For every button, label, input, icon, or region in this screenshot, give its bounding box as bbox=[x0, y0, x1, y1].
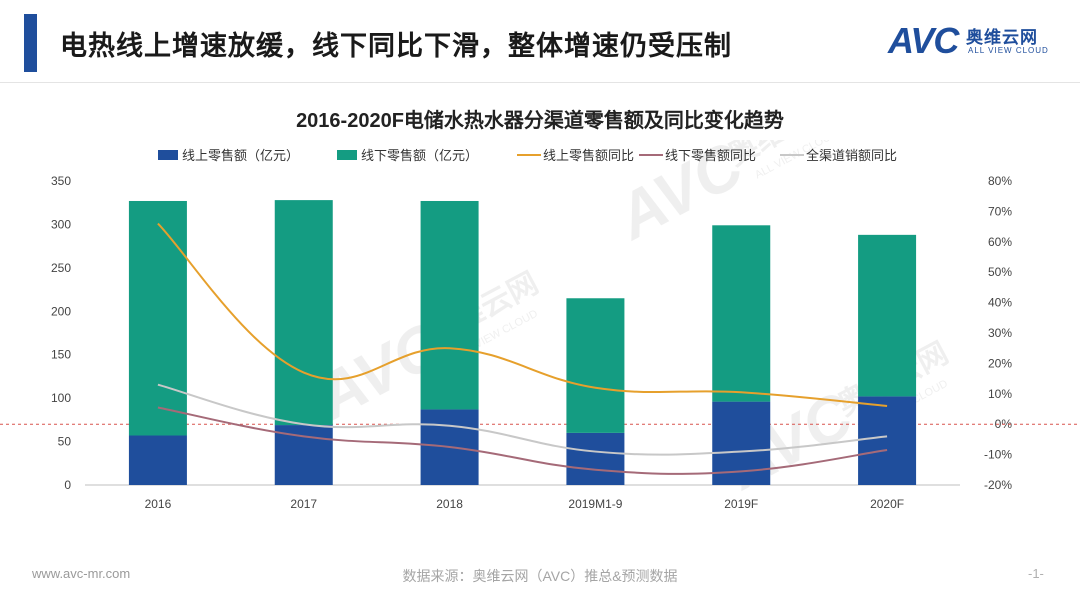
x-tick-label: 2017 bbox=[290, 497, 317, 511]
legend-label: 线下零售额（亿元） bbox=[361, 148, 478, 164]
bar bbox=[858, 234, 917, 397]
x-tick-label: 2019F bbox=[724, 497, 758, 511]
bar bbox=[420, 200, 479, 410]
bar bbox=[128, 200, 187, 436]
y-right-tick-label: 50% bbox=[988, 265, 1012, 279]
logo-en-text: ALL VIEW CLOUD bbox=[968, 46, 1049, 55]
bar bbox=[274, 200, 333, 426]
header-accent-bar bbox=[24, 14, 37, 72]
x-tick-label: 2019M1-9 bbox=[568, 497, 622, 511]
y-right-tick-label: 60% bbox=[988, 235, 1012, 249]
legend-label: 线下零售额同比 bbox=[665, 148, 756, 164]
y-left-tick-label: 350 bbox=[51, 174, 71, 188]
bar bbox=[712, 225, 771, 402]
y-left-tick-label: 250 bbox=[51, 261, 71, 275]
avc-logo: AVC 奥维云网 ALL VIEW CLOUD bbox=[888, 20, 1058, 64]
bar bbox=[858, 396, 917, 485]
page-title: 电热线上增速放缓，线下同比下滑，整体增速仍受压制 bbox=[60, 31, 732, 61]
y-right-tick-label: 30% bbox=[988, 326, 1012, 340]
y-right-tick-label: 70% bbox=[988, 204, 1012, 218]
y-right-tick-label: 40% bbox=[988, 296, 1012, 310]
legend-swatch bbox=[337, 150, 357, 160]
x-tick-label: 2020F bbox=[870, 497, 904, 511]
page-number: -1- bbox=[1028, 566, 1044, 581]
y-left-tick-label: 50 bbox=[58, 435, 72, 449]
y-left-tick-label: 0 bbox=[64, 478, 71, 492]
y-right-tick-label: -20% bbox=[984, 478, 1012, 492]
y-right-tick-label: -10% bbox=[984, 448, 1012, 462]
series-line bbox=[157, 406, 888, 475]
logo-cn-text: 奥维云网 bbox=[966, 28, 1038, 47]
y-right-tick-label: 10% bbox=[988, 387, 1012, 401]
legend-label: 线上零售额（亿元） bbox=[182, 148, 299, 164]
chart-title: 2016-2020F电储水热水器分渠道零售额及同比变化趋势 bbox=[296, 110, 784, 132]
bar bbox=[274, 425, 333, 485]
y-left-tick-label: 300 bbox=[51, 217, 71, 231]
bar bbox=[128, 435, 187, 485]
bar bbox=[566, 298, 625, 433]
x-tick-label: 2016 bbox=[145, 497, 172, 511]
x-tick-label: 2018 bbox=[436, 497, 463, 511]
series-line bbox=[157, 383, 888, 456]
logo-avc-text: AVC bbox=[888, 20, 959, 61]
y-left-tick-label: 100 bbox=[51, 391, 71, 405]
y-left-tick-label: 150 bbox=[51, 348, 71, 362]
legend-label: 线上零售额同比 bbox=[543, 148, 634, 164]
legend-label: 全渠道销额同比 bbox=[806, 148, 897, 164]
legend-swatch bbox=[158, 150, 178, 160]
footer-url: www.avc-mr.com bbox=[32, 566, 131, 581]
line-series-layer bbox=[157, 222, 888, 475]
y-right-tick-label: 20% bbox=[988, 356, 1012, 370]
chart-legend: 线上零售额（亿元） 线下零售额（亿元） 线上零售额同比 线下零售额同比 全渠道销额同比 bbox=[158, 148, 897, 164]
y-right-tick-label: 80% bbox=[988, 174, 1012, 188]
footer-source: 数据来源：奥维云网（AVC）推总&预测数据 bbox=[402, 568, 678, 584]
series-line bbox=[157, 222, 888, 407]
bar bbox=[566, 432, 625, 485]
y-left-tick-label: 200 bbox=[51, 304, 71, 318]
header-divider bbox=[0, 82, 1080, 83]
